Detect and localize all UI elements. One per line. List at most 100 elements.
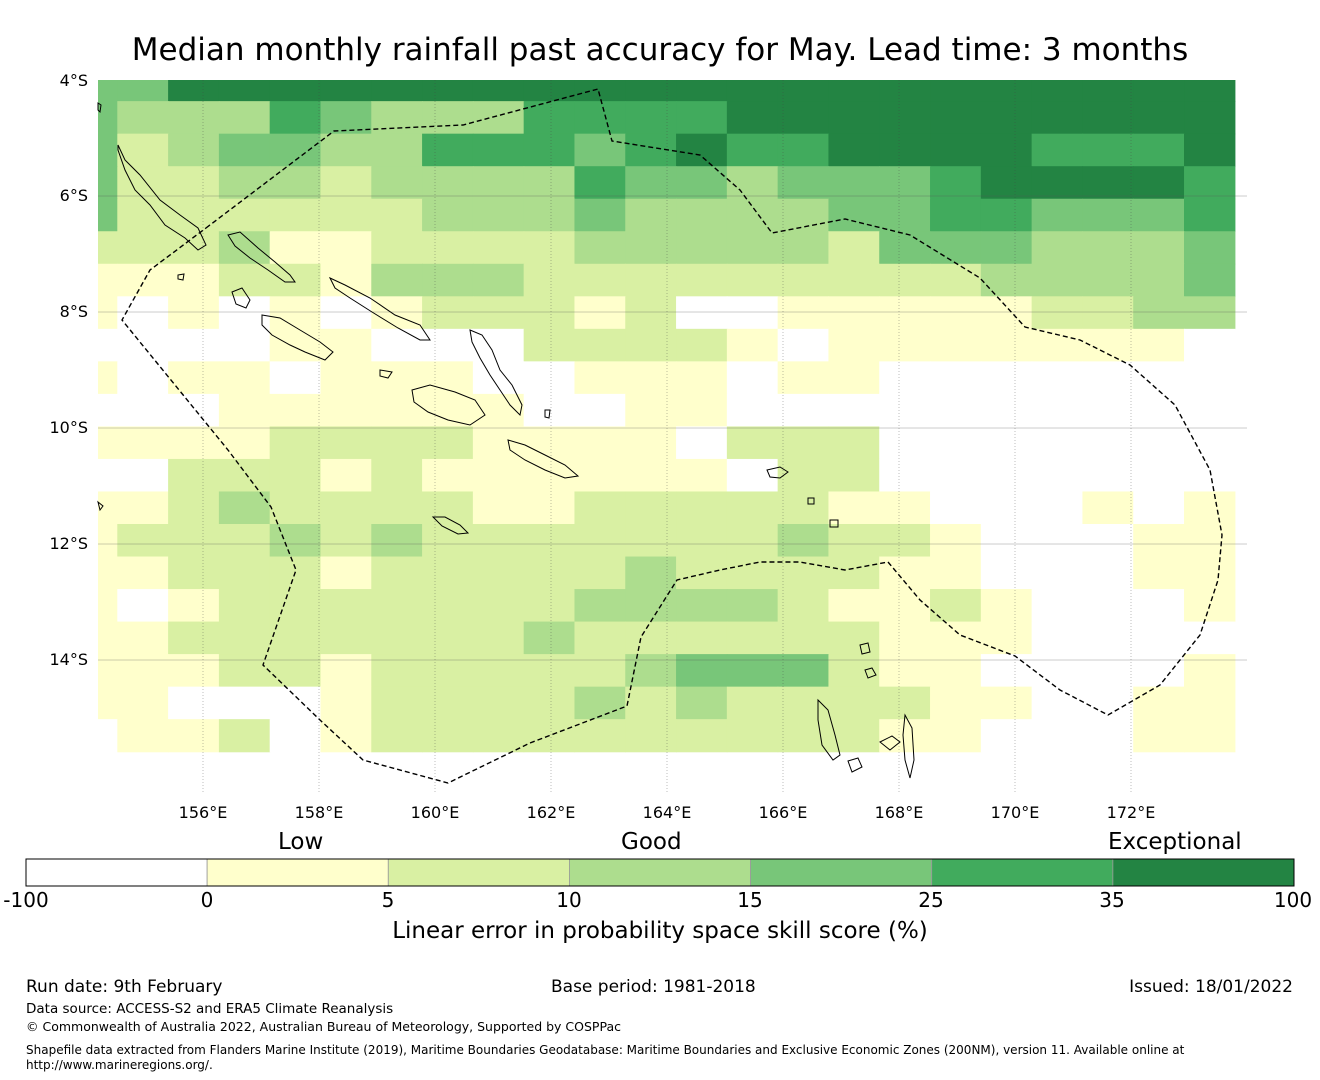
grid-cell [879, 231, 931, 265]
legend-category-low: Low [278, 829, 324, 855]
grid-cell [980, 621, 1033, 655]
grid-cell [574, 393, 626, 428]
grid-cell [828, 231, 880, 265]
colorbar-segment [25, 858, 208, 887]
grid-cell [371, 166, 423, 200]
grid-cell [98, 263, 118, 297]
lat-label-14s: 14°S [49, 650, 88, 669]
grid-cell [574, 458, 626, 493]
grid-cell [371, 393, 423, 428]
grid-cell [1184, 524, 1236, 558]
grid-cell [625, 198, 677, 232]
grid-cell [523, 556, 576, 590]
grid-cell [523, 361, 576, 395]
grid-cell [371, 263, 423, 297]
grid-cell [980, 686, 1033, 720]
grid-cell [117, 80, 169, 102]
grid-cell [879, 719, 931, 753]
grid-cell [676, 328, 728, 362]
lon-label-166e: 166°E [758, 803, 808, 822]
grid-cell [980, 263, 1033, 297]
grid-cell [625, 166, 677, 200]
grid-cell [1082, 458, 1134, 493]
grid-cell [98, 654, 118, 688]
latitude-gridlines [98, 195, 1247, 661]
grid-cell [1184, 101, 1236, 135]
grid-cell [523, 589, 576, 623]
grid-cell [218, 426, 271, 460]
grid-cell [676, 231, 728, 265]
grid-cell [422, 101, 474, 135]
grid-cell [828, 686, 880, 720]
grid-cell [168, 719, 220, 753]
grid-cell [320, 491, 372, 525]
grid-cell [930, 556, 982, 590]
grid-cell [980, 458, 1033, 493]
grid-cell [574, 654, 626, 688]
grid-cell [726, 231, 779, 265]
grid-cell [523, 491, 576, 525]
grid-cell [320, 654, 372, 688]
grid-cell [117, 231, 169, 265]
grid-cell [98, 621, 118, 655]
grid-cell [422, 361, 474, 395]
grid-cell [422, 719, 474, 753]
grid-cell [269, 198, 322, 232]
grid-cell [777, 80, 830, 102]
grid-cell [1031, 80, 1084, 102]
grid-cell [625, 133, 677, 167]
grid-cell [117, 458, 169, 493]
grid-cell [879, 361, 931, 395]
grid-cell [472, 101, 525, 135]
grid-cell [676, 101, 728, 135]
grid-cell [98, 556, 118, 590]
grid-cell [980, 361, 1033, 395]
grid-cell [269, 263, 322, 297]
grid-cell [1031, 458, 1084, 493]
grid-cell [371, 491, 423, 525]
grid-cell [218, 393, 271, 428]
grid-cell [320, 231, 372, 265]
grid-cell [625, 524, 677, 558]
grid-cell [1133, 426, 1185, 460]
grid-cell [218, 231, 271, 265]
grid-cell [1184, 296, 1236, 330]
grid-cell [472, 556, 525, 590]
grid-cell [422, 458, 474, 493]
grid-cell [777, 621, 830, 655]
grid-cell [472, 80, 525, 102]
grid-cell [422, 556, 474, 590]
grid-cell [523, 524, 576, 558]
grid-cell [269, 654, 322, 688]
grid-cell [422, 621, 474, 655]
grid-cell [828, 198, 880, 232]
grid-cell [1133, 80, 1185, 102]
grid-cell [625, 719, 677, 753]
grid-cell [930, 328, 982, 362]
small-island-5 [379, 369, 393, 379]
grid-cell [1082, 133, 1134, 167]
grid-cell [523, 198, 576, 232]
grid-cell [472, 686, 525, 720]
grid-cell [371, 556, 423, 590]
grid-cell [1082, 524, 1134, 558]
grid-cell [930, 166, 982, 200]
eez-boundary [121, 88, 1223, 784]
small-island-7 [97, 102, 102, 114]
grid-cell [422, 654, 474, 688]
grid-cell [930, 393, 982, 428]
grid-cell [726, 263, 779, 297]
grid-cell [574, 231, 626, 265]
grid-cell [472, 231, 525, 265]
grid-cell [168, 263, 220, 297]
grid-cell [98, 426, 118, 460]
grid-cell [930, 719, 982, 753]
grid-cell [1031, 621, 1084, 655]
grid-cell [777, 101, 830, 135]
grid-cell [1184, 686, 1236, 720]
makira-island [507, 439, 580, 479]
grid-cell [879, 654, 931, 688]
grid-cell [879, 426, 931, 460]
grid-cell [320, 458, 372, 493]
grid-cell [726, 166, 779, 200]
